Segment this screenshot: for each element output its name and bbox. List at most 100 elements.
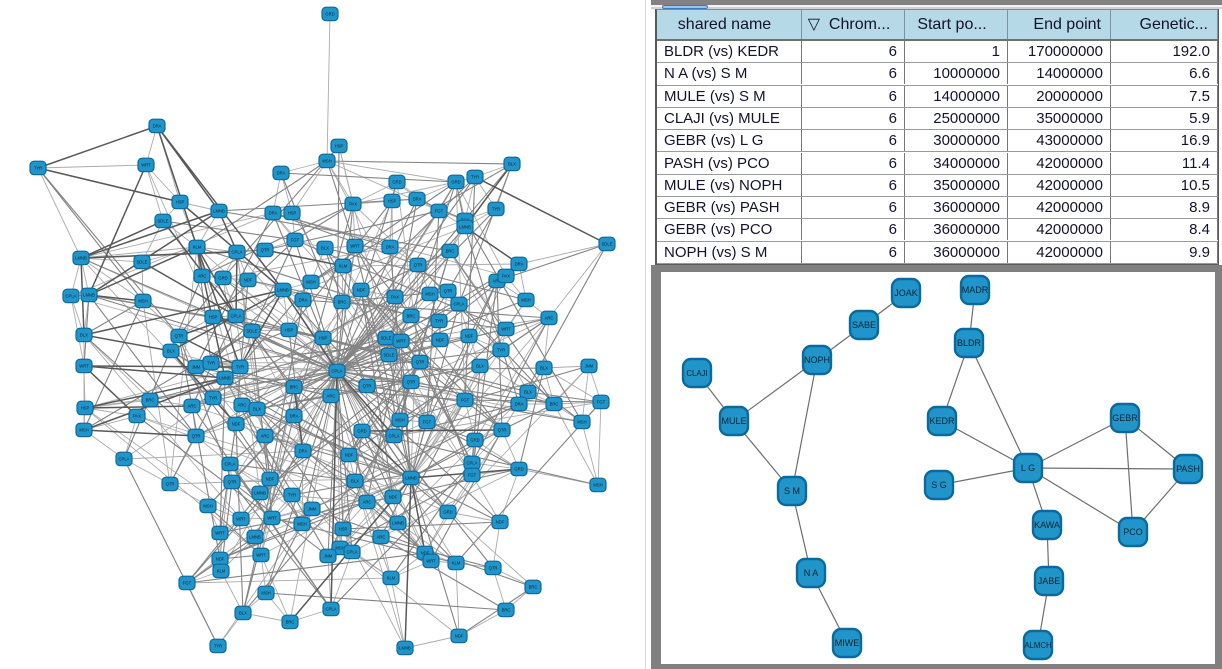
svg-text:WRT: WRT: [350, 244, 360, 249]
svg-text:GRD: GRD: [514, 467, 523, 472]
svg-text:CPLA: CPLA: [347, 550, 358, 555]
svg-text:FGT: FGT: [468, 473, 477, 478]
svg-text:MSH: MSH: [261, 591, 270, 596]
svg-text:MIWE: MIWE: [835, 638, 860, 648]
svg-text:DRA: DRA: [277, 171, 286, 176]
svg-text:CPLA: CPLA: [225, 462, 236, 467]
svg-text:HSP: HSP: [176, 200, 185, 205]
svg-text:WRT: WRT: [267, 516, 277, 521]
svg-text:GRD: GRD: [392, 180, 401, 185]
svg-text:ARC: ARC: [377, 535, 386, 540]
svg-text:QTR: QTR: [444, 289, 453, 294]
svg-text:HSP: HSP: [285, 328, 294, 333]
svg-text:WRT: WRT: [426, 559, 436, 564]
svg-text:QTR: QTR: [228, 480, 237, 485]
svg-text:MSH: MSH: [138, 299, 147, 304]
svg-text:LMNB: LMNB: [399, 646, 411, 651]
svg-text:CPLA: CPLA: [231, 314, 242, 319]
svg-text:JNM: JNM: [192, 365, 201, 370]
svg-text:TYR: TYR: [288, 493, 296, 498]
svg-text:FGT: FGT: [597, 400, 606, 405]
svg-text:KLM: KLM: [387, 576, 396, 581]
svg-text:CPLA: CPLA: [326, 607, 337, 612]
svg-text:MULE: MULE: [721, 416, 746, 426]
svg-text:BRC: BRC: [338, 300, 347, 305]
svg-text:WRT: WRT: [396, 339, 406, 344]
svg-text:KAWA: KAWA: [1034, 520, 1060, 530]
svg-text:FGT: FGT: [435, 209, 444, 214]
svg-text:N A: N A: [804, 568, 819, 578]
svg-text:S G: S G: [931, 480, 947, 490]
svg-text:MSH: MSH: [203, 504, 212, 509]
svg-text:LMNB: LMNB: [459, 225, 471, 230]
svg-text:PAX: PAX: [133, 414, 141, 419]
svg-text:GRD: GRD: [451, 180, 460, 185]
svg-text:PAX: PAX: [502, 274, 510, 279]
svg-text:DRA: DRA: [299, 298, 308, 303]
svg-text:CPLA: CPLA: [389, 434, 400, 439]
svg-text:TYR: TYR: [236, 365, 244, 370]
svg-text:PAX: PAX: [349, 202, 357, 207]
svg-text:LMNB: LMNB: [219, 376, 231, 381]
svg-text:JNM: JNM: [324, 554, 333, 559]
svg-text:QTR: QTR: [414, 263, 423, 268]
svg-text:QTR: QTR: [261, 248, 270, 253]
svg-text:LMNB: LMNB: [213, 209, 225, 214]
svg-text:JABE: JABE: [1038, 576, 1061, 586]
svg-text:ARC: ARC: [545, 316, 554, 321]
svg-text:SDLE: SDLE: [384, 353, 395, 358]
svg-text:TYR: TYR: [207, 361, 215, 366]
svg-text:TYR: TYR: [34, 166, 42, 171]
svg-text:DRA: DRA: [299, 449, 308, 454]
svg-text:QTR: QTR: [489, 566, 498, 571]
svg-text:FGT: FGT: [423, 420, 432, 425]
svg-text:KLM: KLM: [193, 245, 202, 250]
svg-text:LMNB: LMNB: [249, 535, 261, 540]
svg-text:WRT: WRT: [215, 531, 225, 536]
svg-text:BLDR: BLDR: [957, 338, 982, 348]
svg-text:BLX: BLX: [80, 333, 88, 338]
svg-text:SDLE: SDLE: [602, 242, 613, 247]
svg-text:L G: L G: [1021, 463, 1035, 473]
svg-text:TYR: TYR: [435, 319, 443, 324]
svg-text:NDF: NDF: [496, 520, 505, 525]
svg-text:DRA: DRA: [515, 402, 524, 407]
svg-text:BLX: BLX: [351, 479, 359, 484]
svg-text:BLX: BLX: [508, 162, 516, 167]
svg-text:TYR: TYR: [214, 644, 222, 649]
svg-text:BRC: BRC: [286, 620, 295, 625]
svg-text:MSH: MSH: [425, 292, 434, 297]
svg-text:BLX: BLX: [239, 611, 247, 616]
svg-text:NDF: NDF: [421, 551, 430, 556]
svg-text:LMNB: LMNB: [277, 288, 289, 293]
svg-text:MSH: MSH: [297, 522, 306, 527]
svg-text:QTR: QTR: [498, 428, 507, 433]
svg-text:HSP: HSP: [335, 144, 344, 149]
svg-text:HSP: HSP: [81, 406, 90, 411]
svg-text:MSH: MSH: [395, 418, 404, 423]
svg-text:CPLA: CPLA: [232, 250, 243, 255]
svg-text:DRA: DRA: [290, 414, 299, 419]
svg-text:JOAK: JOAK: [894, 288, 918, 298]
svg-text:KLM: KLM: [339, 264, 348, 269]
svg-text:CPLA: CPLA: [66, 294, 77, 299]
svg-text:TYR: TYR: [492, 207, 500, 212]
svg-text:MADR: MADR: [962, 285, 989, 295]
svg-text:PCO: PCO: [1123, 527, 1143, 537]
svg-text:TYR: TYR: [497, 348, 505, 353]
svg-text:ARC: ARC: [261, 434, 270, 439]
svg-text:BRC: BRC: [446, 249, 455, 254]
svg-text:ARC: ARC: [238, 403, 247, 408]
svg-text:CPLA: CPLA: [332, 369, 343, 374]
svg-text:MSH: MSH: [79, 428, 88, 433]
svg-text:FGT: FGT: [291, 238, 300, 243]
svg-text:MSH: MSH: [521, 298, 530, 303]
svg-text:CPLA: CPLA: [467, 461, 478, 466]
svg-text:KLM: KLM: [217, 569, 226, 574]
svg-text:JNM: JNM: [585, 364, 594, 369]
svg-text:BRC: BRC: [529, 585, 538, 590]
svg-text:NDF: NDF: [436, 338, 445, 343]
svg-text:NDF: NDF: [357, 288, 366, 293]
svg-text:ALMCH: ALMCH: [1024, 641, 1051, 650]
svg-text:BLX: BLX: [476, 364, 484, 369]
